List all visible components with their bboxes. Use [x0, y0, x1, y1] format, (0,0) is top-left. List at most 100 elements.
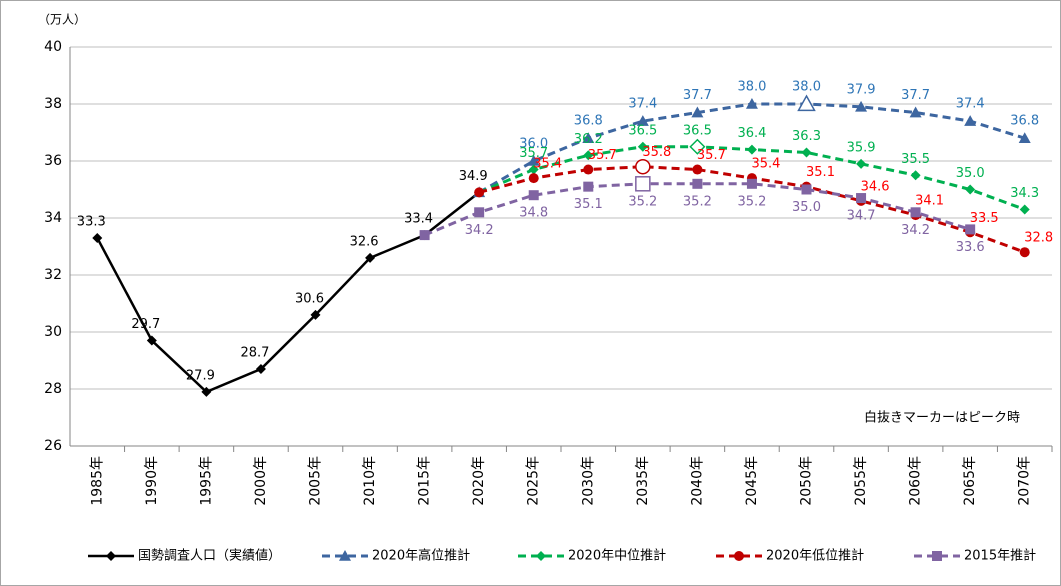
marker	[797, 94, 816, 112]
marker	[528, 173, 539, 184]
x-tick-label: 2060年	[908, 456, 924, 506]
x-tick-label: 2070年	[1017, 456, 1033, 506]
data-label: 35.2	[737, 194, 766, 209]
marker	[1019, 204, 1030, 215]
marker	[637, 141, 648, 152]
data-label: 34.6	[861, 179, 890, 194]
marker	[583, 164, 594, 175]
data-label: 35.7	[697, 148, 726, 163]
x-tick-label: 1985年	[89, 456, 105, 506]
marker	[691, 106, 704, 118]
data-label: 34.1	[915, 194, 944, 209]
marker	[964, 115, 977, 126]
data-label: 34.8	[519, 206, 548, 221]
legend-label: 2020年高位推計	[372, 548, 470, 564]
marker	[201, 386, 212, 397]
y-tick-label: 30	[44, 324, 62, 340]
data-label: 35.7	[588, 148, 617, 163]
data-label: 33.6	[956, 240, 985, 255]
data-label: 27.9	[186, 368, 215, 383]
marker	[801, 184, 812, 195]
y-tick-label: 28	[44, 381, 62, 397]
marker	[910, 170, 921, 181]
data-label: 34.2	[901, 223, 930, 238]
data-label: 36.2	[574, 132, 603, 147]
y-tick-label: 32	[44, 267, 62, 283]
data-label: 33.4	[404, 212, 433, 227]
x-tick-label: 1990年	[144, 456, 160, 506]
data-label: 35.0	[956, 166, 985, 181]
marker	[1018, 132, 1031, 143]
data-label: 36.4	[737, 126, 766, 141]
data-label: 32.8	[1024, 231, 1053, 246]
marker	[528, 190, 539, 201]
data-label: 28.7	[240, 346, 269, 361]
legend-label: 2020年中位推計	[568, 548, 666, 564]
data-label: 35.4	[751, 157, 780, 172]
marker	[635, 158, 651, 175]
marker	[339, 550, 351, 561]
data-label: 34.3	[1010, 186, 1039, 201]
x-tick-label: 2050年	[799, 456, 815, 506]
y-unit-label: （万人）	[38, 13, 86, 27]
x-tick-label: 2000年	[253, 456, 269, 506]
annotation: 白抜きマーカーはピーク時	[864, 410, 1020, 426]
data-label: 35.1	[806, 165, 835, 180]
marker	[583, 150, 594, 161]
y-tick-label: 34	[44, 210, 62, 226]
data-label: 36.0	[519, 137, 548, 152]
data-label: 37.7	[683, 88, 712, 103]
legend-label: 2015年推計	[964, 548, 1036, 564]
data-label: 33.3	[77, 214, 106, 229]
x-tick-label: 2035年	[635, 456, 651, 506]
data-label: 35.7	[519, 146, 548, 161]
x-tick-label: 1995年	[198, 456, 214, 506]
x-tick-label: 2020年	[471, 456, 487, 506]
data-label: 35.4	[533, 157, 562, 172]
x-tick-label: 2055年	[853, 456, 869, 506]
y-tick-label: 36	[44, 153, 62, 169]
marker	[692, 178, 703, 189]
data-label: 30.6	[295, 291, 324, 306]
data-label: 35.9	[847, 140, 876, 155]
data-label: 38.0	[737, 80, 766, 95]
marker	[310, 309, 321, 320]
data-label: 35.2	[628, 194, 657, 209]
data-label: 35.2	[683, 194, 712, 209]
marker	[689, 138, 706, 155]
x-tick-label: 2040年	[689, 456, 705, 506]
x-tick-label: 2010年	[362, 456, 378, 506]
marker	[745, 98, 758, 109]
marker	[419, 230, 430, 241]
data-label: 35.8	[642, 145, 671, 160]
marker	[746, 178, 757, 189]
marker	[92, 232, 103, 243]
y-tick-label: 26	[44, 438, 62, 454]
marker	[528, 164, 539, 175]
x-tick-label: 2005年	[308, 456, 324, 506]
data-label: 35.5	[901, 152, 930, 167]
marker	[106, 551, 116, 561]
marker	[909, 106, 922, 118]
data-label: 37.9	[847, 82, 876, 97]
data-label: 34.2	[465, 223, 494, 238]
y-tick-label: 40	[44, 39, 62, 55]
marker	[910, 207, 921, 218]
data-label: 36.8	[574, 114, 603, 129]
series-line	[96, 191, 480, 394]
data-label: 38.0	[792, 80, 821, 95]
x-tick-label: 2045年	[744, 456, 760, 506]
marker	[856, 158, 867, 169]
data-label: 35.0	[792, 200, 821, 215]
marker	[536, 551, 546, 561]
marker	[1019, 247, 1030, 258]
data-label: 35.1	[574, 197, 603, 212]
data-label: 34.7	[847, 209, 876, 224]
marker	[692, 164, 703, 175]
legend-label: 2020年低位推計	[766, 548, 864, 564]
data-label: 34.9	[459, 169, 488, 184]
marker	[146, 335, 157, 346]
x-tick-label: 2065年	[962, 456, 978, 506]
marker	[856, 193, 867, 204]
